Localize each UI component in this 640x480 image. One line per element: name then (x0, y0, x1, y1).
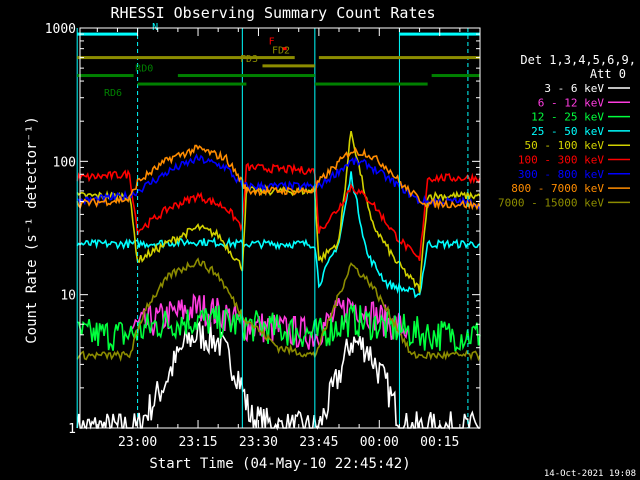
footer-date: 14-Oct-2021 19:08 (544, 469, 636, 479)
legend-label: 800 - 7000 keV (511, 182, 604, 195)
x-axis-label: Start Time (04-May-10 22:45:42) (149, 456, 410, 472)
state-bar-fd3 (262, 64, 315, 68)
state-bar-label-fd2: FD2 (272, 46, 290, 57)
state-bar-rd6 (314, 82, 428, 86)
legend-header-line1: Det 1,3,4,5,6,9, (520, 53, 636, 67)
state-bar-label-f: F (269, 37, 275, 48)
state-bar-rd6 (137, 82, 247, 86)
legend-label: 6 - 12 keV (538, 96, 605, 109)
chart-title: RHESSI Observing Summary Count Rates (110, 4, 435, 22)
y-tick-label: 100 (53, 155, 76, 170)
axes: 1 10 100 1000 23:00 23:15 23:30 23:45 00:00 00:15 (45, 22, 481, 450)
state-bar-rd0 (431, 74, 480, 78)
x-tick-label: 00:15 (420, 435, 459, 450)
series-line-3-6-kev (76, 320, 480, 431)
state-bar-label-fd3: FD3 (240, 54, 258, 65)
state-bar-label-rd0: RD0 (135, 64, 153, 75)
series-line-800-7000-kev (76, 144, 481, 211)
state-bar-n (77, 32, 138, 36)
plot-frame (79, 27, 481, 429)
state-bar-f (282, 47, 287, 51)
y-tick-label: 1 (68, 422, 76, 437)
x-tick-label: 00:00 (360, 435, 399, 450)
series-line-7000-15000-kev (76, 257, 481, 362)
x-tick-label: 23:15 (178, 435, 217, 450)
legend-label: 25 - 50 keV (531, 125, 604, 138)
state-bar-rd0 (177, 74, 315, 78)
y-tick-label: 1000 (45, 22, 76, 37)
legend-label: 50 - 100 keV (525, 139, 605, 152)
state-bar-fd2 (318, 56, 480, 60)
state-bar-label-rd6: RD6 (104, 88, 122, 99)
state-bar-fd2 (77, 56, 295, 60)
legend-label: 12 - 25 keV (531, 111, 604, 124)
legend-header-line2: Att 0 (590, 67, 626, 81)
x-tick-label: 23:00 (118, 435, 157, 450)
x-tick-label: 23:45 (299, 435, 338, 450)
series-line-25-50-kev (76, 171, 481, 299)
legend-label: 300 - 800 keV (518, 168, 604, 181)
y-tick-label: 10 (60, 289, 76, 304)
legend-label: 7000 - 15000 keV (498, 196, 604, 209)
series-line-12-25-kev (76, 303, 481, 352)
legend-label: 3 - 6 keV (544, 82, 604, 95)
legend-label: 100 - 300 keV (518, 154, 604, 167)
series-layer (76, 130, 481, 431)
state-bar-rd0 (77, 74, 134, 78)
x-tick-label: 23:30 (239, 435, 278, 450)
series-line-100-300-kev (76, 162, 481, 262)
y-axis-label: Count Rate (s⁻¹ detector⁻¹) (24, 116, 40, 344)
